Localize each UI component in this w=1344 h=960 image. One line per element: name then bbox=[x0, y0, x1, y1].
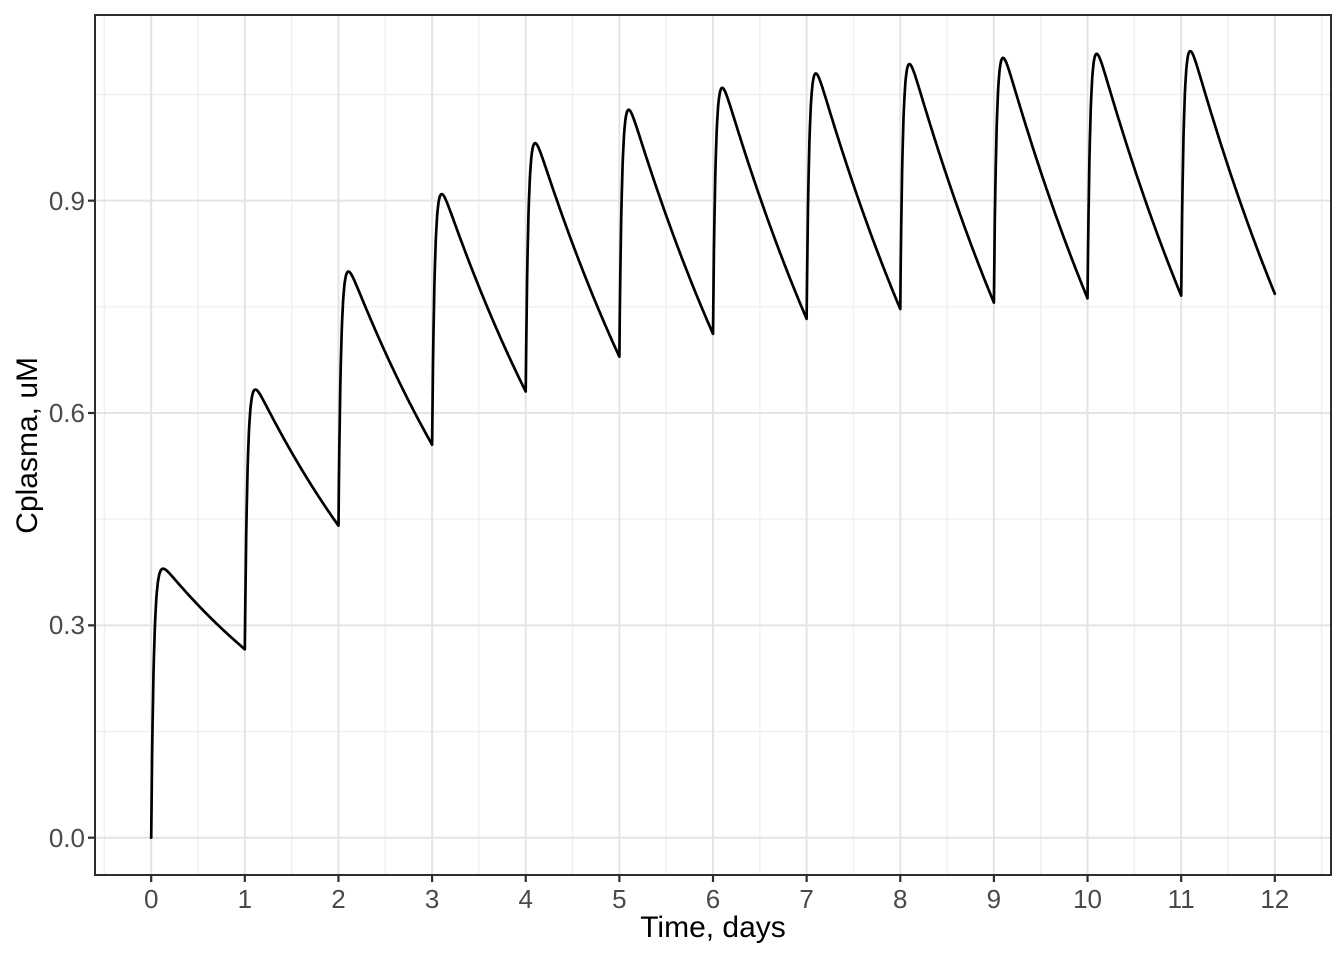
concentration-curve bbox=[149, 49, 1277, 840]
x-axis-title: Time, days bbox=[640, 911, 786, 944]
y-axis-title: Cplasma, uM bbox=[11, 356, 44, 534]
y-tick-label: 0.6 bbox=[48, 398, 85, 428]
x-tick-label: 8 bbox=[893, 884, 908, 914]
x-tick-label: 3 bbox=[424, 884, 440, 914]
x-tick-label: 5 bbox=[612, 884, 627, 914]
y-tick-label: 0.3 bbox=[48, 610, 85, 641]
x-tick-label: 9 bbox=[986, 884, 1002, 914]
x-tick-label: 7 bbox=[799, 884, 814, 914]
x-tick-label: 6 bbox=[705, 884, 721, 914]
y-axis-title-wrap: Cplasma, uM bbox=[11, 15, 44, 875]
x-tick-label: 4 bbox=[518, 884, 533, 914]
x-tick-label: 11 bbox=[1167, 884, 1195, 914]
x-tick-label: 12 bbox=[1260, 884, 1290, 914]
x-tick-label: 10 bbox=[1073, 884, 1102, 914]
x-tick-label: 2 bbox=[331, 884, 346, 914]
y-tick-label: 0.9 bbox=[48, 185, 85, 216]
y-tick-label: 0.0 bbox=[48, 822, 85, 853]
x-tick-label: 1 bbox=[237, 884, 253, 914]
x-tick-label: 0 bbox=[143, 884, 159, 914]
